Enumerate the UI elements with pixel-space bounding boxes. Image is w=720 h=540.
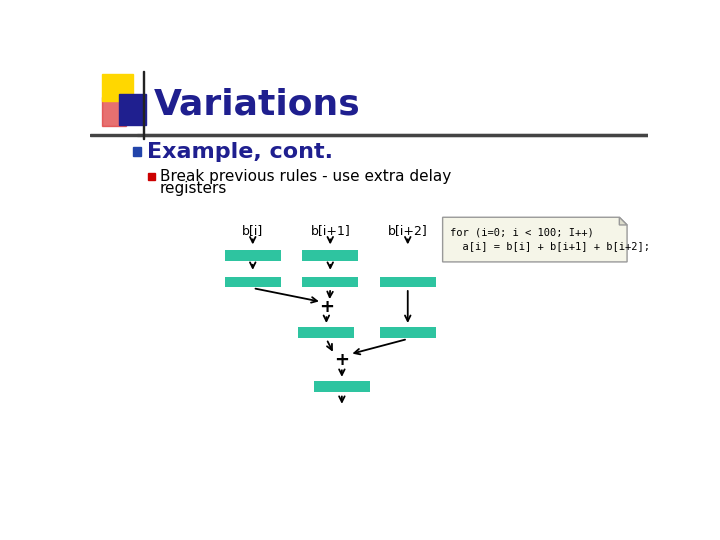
Bar [137,134,648,137]
Bar [225,251,281,261]
Bar [102,74,132,101]
Bar [380,276,436,287]
Text: b[i]: b[i] [242,224,264,237]
Bar [148,173,155,179]
Text: b[i+1]: b[i+1] [310,224,350,237]
Bar [302,251,358,261]
Text: +: + [319,298,334,316]
Bar [314,381,370,392]
Bar [132,147,141,156]
Text: registers: registers [160,181,227,196]
Bar [120,94,145,125]
Bar [380,327,436,338]
Bar [102,97,127,126]
Bar [225,276,281,287]
Text: a[i] = b[i] + b[i+1] + b[i+2];: a[i] = b[i] + b[i+1] + b[i+2]; [451,241,650,252]
Text: b[i+2]: b[i+2] [388,224,428,237]
Bar [302,276,358,287]
Text: Variations: Variations [153,88,360,122]
Bar [90,134,648,137]
Polygon shape [619,217,627,225]
Bar [143,71,144,139]
Polygon shape [443,217,627,262]
Text: for (i=0; i < 100; I++): for (i=0; i < 100; I++) [451,228,594,238]
Text: Example, cont.: Example, cont. [147,142,333,162]
Text: Break previous rules - use extra delay: Break previous rules - use extra delay [160,169,451,184]
Text: +: + [334,352,349,369]
Bar [299,327,354,338]
